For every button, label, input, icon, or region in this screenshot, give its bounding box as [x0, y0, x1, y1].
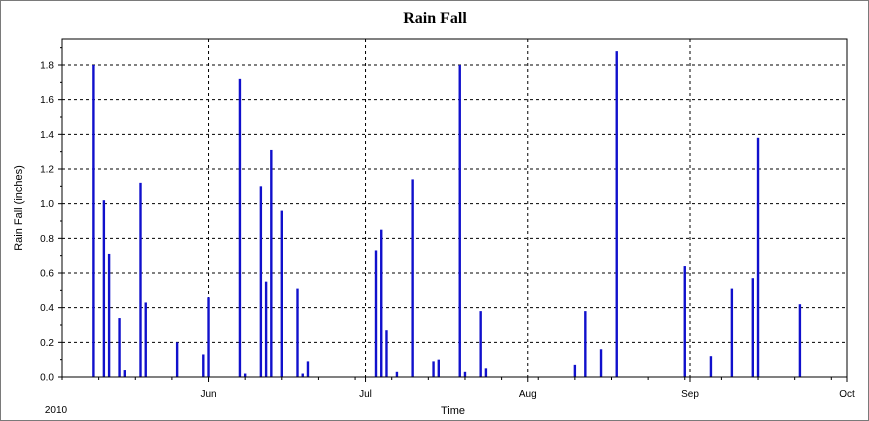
rainfall-bar	[458, 65, 461, 377]
y-tick-label: 1.0	[40, 199, 54, 210]
rainfall-bar	[395, 371, 399, 377]
y-tick-label: 0.0	[40, 373, 54, 384]
rainfall-bars	[92, 51, 802, 378]
y-tick-label: 0.4	[40, 303, 54, 314]
x-tick-label: Sep	[681, 389, 699, 400]
rainfall-bar	[202, 354, 205, 377]
rainfall-bar	[243, 373, 247, 377]
x-tick-label: Jul	[359, 389, 372, 400]
rainfall-bar	[280, 210, 283, 377]
rainfall-bar	[296, 288, 299, 377]
rainfall-bar	[411, 179, 414, 377]
rainfall-bar	[751, 278, 754, 377]
x-axis-ticks: Jun Jul Aug Sep Oct	[61, 377, 855, 400]
rainfall-bar	[432, 361, 435, 377]
rainfall-bar	[123, 370, 126, 377]
rainfall-bar	[259, 186, 263, 377]
rainfall-bar	[207, 297, 210, 377]
rainfall-bar	[264, 281, 268, 377]
rainfall-bar	[270, 149, 273, 377]
y-tick-label: 0.2	[40, 338, 54, 349]
rainfall-bar	[683, 266, 686, 377]
rainfall-bar	[709, 356, 713, 377]
rainfall-bar	[374, 250, 378, 377]
x-tick-label: Oct	[839, 389, 855, 400]
rainfall-bar	[437, 359, 440, 377]
y-axis-ticks: 0.0 0.2 0.4 0.6 0.8 1.0 1.2 1.4 1.6 1.8	[40, 47, 62, 384]
rainfall-bar	[238, 78, 242, 377]
y-axis-label: Rain Fall (inches)	[13, 165, 25, 251]
rainfall-bar	[463, 371, 467, 377]
rainfall-bar	[102, 200, 106, 377]
y-tick-label: 1.2	[40, 165, 54, 176]
rainfall-bar	[92, 65, 95, 377]
x-tick-label: Aug	[519, 389, 537, 400]
y-tick-label: 0.6	[40, 269, 54, 280]
rainfall-bar	[756, 137, 760, 377]
rainfall-bar	[301, 373, 304, 377]
y-tick-label: 1.8	[40, 61, 54, 72]
rainfall-bar	[730, 288, 734, 377]
y-tick-label: 1.4	[40, 130, 54, 141]
rainfall-bar	[144, 302, 147, 377]
rainfall-bar	[599, 349, 603, 377]
y-tick-label: 1.6	[40, 95, 54, 106]
rainfall-bar	[118, 318, 121, 377]
rainfall-bar	[175, 342, 179, 377]
year-label: 2010	[45, 405, 68, 416]
plot-area-border	[61, 38, 848, 378]
x-axis-label: Time	[441, 405, 465, 417]
rainfall-bar	[306, 361, 310, 377]
x-tick-label: Jun	[200, 389, 216, 400]
rainfall-bar	[615, 51, 618, 378]
y-tick-label: 0.8	[40, 234, 54, 245]
grid-lines	[62, 39, 847, 377]
rainfall-bar	[139, 182, 142, 377]
rainfall-bar	[385, 330, 388, 377]
rainfall-bar	[479, 311, 482, 377]
chart-title: Rain Fall	[403, 10, 467, 27]
rainfall-bar	[584, 311, 587, 377]
rainfall-bar	[484, 368, 488, 377]
rainfall-bar	[573, 364, 577, 377]
rainfall-bar	[798, 304, 802, 377]
rainfall-bar	[107, 253, 111, 377]
rainfall-bar	[380, 229, 383, 377]
